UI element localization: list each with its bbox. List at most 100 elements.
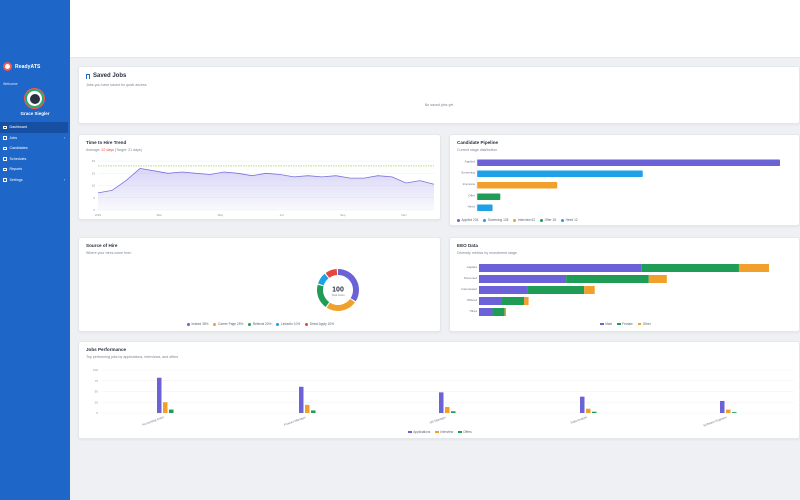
bar [163, 402, 168, 413]
jobs-performance-title: Jobs Performance [86, 347, 127, 352]
legend-label: Interview 62 [517, 218, 536, 222]
saved-jobs-title: Saved Jobs [93, 73, 127, 79]
sidebar-item-label: Settings [9, 177, 23, 182]
legend-label: Hired 12 [565, 218, 578, 222]
category-label: Product Manager [283, 415, 306, 427]
sidebar-item-settings[interactable]: Settings › [0, 175, 70, 186]
legend-label: Applied 234 [461, 218, 479, 222]
bar-segment [479, 286, 528, 294]
legend-item[interactable]: Offers [458, 430, 472, 434]
chevron-right-icon: › [63, 135, 65, 140]
x-tick-label: Nov [401, 213, 407, 217]
center-label: Total Hires [331, 293, 345, 297]
bar-segment [492, 308, 505, 316]
legend-item[interactable]: Offer 18 [540, 218, 556, 222]
legend-label: Interview [440, 430, 454, 434]
average-value: 22 days [101, 148, 114, 152]
y-tick-label: 20 [92, 159, 96, 163]
legend-label: Direct Apply 10% [309, 322, 335, 326]
x-tick-label: May [218, 213, 224, 217]
saved-jobs-empty: No saved jobs yet [424, 103, 454, 107]
legend-item[interactable]: Other [637, 322, 651, 326]
legend-label: Indeed 35% [191, 322, 209, 326]
pie-slice [318, 273, 329, 286]
x-tick-label: W23 [95, 213, 102, 217]
y-tick-label: 75 [95, 379, 99, 383]
legend-swatch [457, 218, 460, 222]
pie-slice [325, 269, 338, 278]
center-value: 100 [332, 287, 344, 294]
legend-swatch [458, 430, 462, 434]
sidebar-item-dashboard[interactable]: Dashboard [0, 122, 68, 133]
sidebar-item-reports[interactable]: Reports [0, 164, 70, 175]
pipeline-chart: Applied Screening Interview Offer Hired [461, 157, 780, 212]
legend-item[interactable]: Direct Apply 10% [305, 322, 334, 326]
legend-label: Female [622, 322, 633, 326]
legend-item[interactable]: Interview [435, 430, 453, 434]
sidebar-item-jobs[interactable]: Jobs › [0, 133, 70, 144]
legend-label: Screening 128 [487, 218, 509, 222]
x-tick-label: Jul [280, 213, 284, 217]
series-line [97, 167, 435, 194]
time-to-hire-title: Time to Hire Trend [86, 140, 127, 145]
bar [477, 193, 501, 200]
pipeline-card: Candidate Pipeline Current stage distrib… [449, 134, 800, 226]
legend-item[interactable]: Male [600, 322, 612, 326]
y-tick-label: 5 [93, 196, 95, 200]
sidebar-nav: Dashboard Jobs › Candidates Schedules Reports… [0, 122, 70, 185]
settings-icon [3, 178, 7, 182]
legend-label: Other [642, 322, 651, 326]
bar-segment [504, 308, 507, 316]
jobs-performance-card: Jobs Performance Top performing jobs by … [78, 341, 800, 439]
avatar[interactable] [25, 89, 44, 108]
bar [477, 204, 493, 211]
eeo-card: EEO Data Diversity metrics by recruitmen… [449, 237, 800, 332]
legend-swatch [561, 218, 565, 222]
legend-item[interactable]: Hired 12 [561, 218, 578, 222]
bar [169, 409, 174, 413]
target-label: (Target: 21 days) [114, 148, 142, 152]
bar-segment [479, 308, 493, 316]
logo-icon [3, 62, 12, 71]
y-tick-label: 100 [93, 368, 98, 372]
y-tick-label: 10 [92, 184, 96, 188]
sidebar-item-label: Schedules [9, 156, 27, 161]
legend-item[interactable]: Applied 234 [457, 218, 478, 222]
saved-jobs-header: Saved Jobs [86, 73, 126, 79]
legend-item[interactable]: Referral 20% [248, 322, 271, 326]
legend-item[interactable]: Indeed 35% [186, 322, 209, 326]
legend-swatch [600, 322, 604, 326]
legend-item[interactable]: Applications [408, 430, 430, 434]
bar [451, 411, 456, 413]
legend-swatch [637, 322, 642, 326]
bookmark-icon [86, 73, 90, 79]
legend-item[interactable]: Career Page 25% [213, 322, 243, 326]
bar [720, 400, 725, 413]
welcome-text: Welcome [3, 82, 18, 86]
bar [311, 410, 316, 413]
legend-item[interactable]: Female [617, 322, 633, 326]
legend-label: Offer 18 [544, 218, 557, 222]
legend-swatch [305, 322, 309, 326]
bar [305, 404, 310, 413]
sidebar-item-schedules[interactable]: Schedules [0, 154, 70, 165]
legend-swatch [540, 218, 544, 222]
series-area [98, 168, 434, 210]
bar-segment [479, 264, 642, 272]
legend-swatch [483, 218, 487, 222]
time-to-hire-chart: 0 5 10 15 20 W23 Mar May Jul Sep Nov [92, 159, 435, 217]
legend-item[interactable]: LinkedIn 10% [276, 322, 300, 326]
legend-item[interactable]: Interview 62 [513, 218, 535, 222]
user-name: Grace Siegler [20, 111, 50, 116]
legend-item[interactable]: Screening 128 [483, 218, 508, 222]
eeo-subtitle: Diversity metrics by recruitment stage [457, 251, 517, 255]
category-label: Hired [468, 205, 476, 209]
sidebar-item-candidates[interactable]: Candidates [0, 143, 70, 154]
category-label: Screening [461, 171, 475, 175]
sidebar-item-label: Reports [9, 167, 23, 172]
app-name: ReadyATS [15, 63, 41, 70]
bar-segment [584, 286, 595, 294]
sidebar-item-label: Candidates [9, 146, 28, 151]
brand[interactable]: ReadyATS [3, 62, 40, 71]
eeo-chart: Applied Screened Interviewed Offered Hired [461, 264, 769, 316]
